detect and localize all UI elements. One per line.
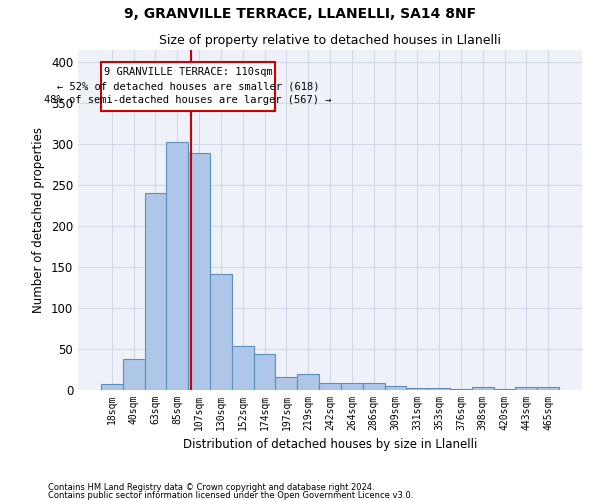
Bar	[101, 384, 123, 390]
Bar	[166, 142, 188, 390]
Bar	[275, 377, 297, 390]
Text: Contains public sector information licensed under the Open Government Licence v3: Contains public sector information licen…	[48, 490, 413, 500]
Bar	[210, 274, 232, 390]
FancyBboxPatch shape	[101, 62, 275, 112]
Bar	[232, 346, 254, 390]
Bar	[428, 388, 450, 390]
Bar	[537, 386, 559, 390]
Bar	[472, 386, 494, 390]
Bar	[341, 382, 363, 390]
Y-axis label: Number of detached properties: Number of detached properties	[32, 127, 46, 313]
Bar	[494, 389, 515, 390]
Text: 9, GRANVILLE TERRACE, LLANELLI, SA14 8NF: 9, GRANVILLE TERRACE, LLANELLI, SA14 8NF	[124, 8, 476, 22]
Text: 48% of semi-detached houses are larger (567) →: 48% of semi-detached houses are larger (…	[44, 95, 332, 105]
Title: Size of property relative to detached houses in Llanelli: Size of property relative to detached ho…	[159, 34, 501, 48]
Text: ← 52% of detached houses are smaller (618): ← 52% of detached houses are smaller (61…	[57, 81, 319, 91]
Bar	[145, 194, 166, 390]
Bar	[406, 388, 428, 390]
Bar	[123, 359, 145, 390]
Bar	[319, 384, 341, 390]
Bar	[254, 354, 275, 390]
Bar	[385, 386, 406, 390]
Bar	[363, 382, 385, 390]
Bar	[188, 153, 210, 390]
X-axis label: Distribution of detached houses by size in Llanelli: Distribution of detached houses by size …	[183, 438, 477, 452]
Bar	[297, 374, 319, 390]
Bar	[515, 386, 537, 390]
Text: 9 GRANVILLE TERRACE: 110sqm: 9 GRANVILLE TERRACE: 110sqm	[104, 67, 272, 77]
Text: Contains HM Land Registry data © Crown copyright and database right 2024.: Contains HM Land Registry data © Crown c…	[48, 484, 374, 492]
Bar	[450, 389, 472, 390]
